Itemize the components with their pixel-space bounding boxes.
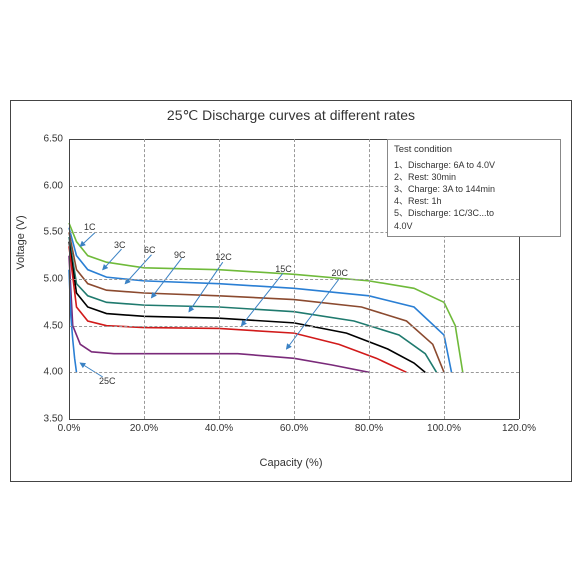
y-tick-label: 4.00 xyxy=(44,367,63,378)
x-tick-label: 120.0% xyxy=(502,423,536,434)
legend-title: Test condition xyxy=(394,144,554,157)
series-label-25C: 25C xyxy=(99,376,116,386)
legend-line: 3、Charge: 3A to 144min xyxy=(394,183,554,195)
series-label-15C: 15C xyxy=(275,264,292,274)
y-tick-label: 5.50 xyxy=(44,227,63,238)
legend-line: 5、Discharge: 1C/3C...to xyxy=(394,207,554,219)
series-label-1C: 1C xyxy=(84,222,96,232)
y-tick-label: 4.50 xyxy=(44,320,63,331)
series-9C xyxy=(69,237,437,372)
label-arrow xyxy=(103,249,122,270)
series-3C xyxy=(69,228,452,373)
chart-title: 25℃ Discharge curves at different rates xyxy=(11,107,571,124)
series-label-3C: 3C xyxy=(114,240,126,250)
legend-line: 4.0V xyxy=(394,220,554,232)
legend-box: Test condition 1、Discharge: 6A to 4.0V2、… xyxy=(387,139,561,237)
legend-line: 2、Rest: 30min xyxy=(394,171,554,183)
y-axis-title: Voltage (V) xyxy=(15,215,27,269)
series-6C xyxy=(69,232,444,372)
series-label-12C: 12C xyxy=(215,252,232,262)
series-label-6C: 6C xyxy=(144,245,156,255)
y-tick-label: 6.00 xyxy=(44,180,63,191)
x-tick-label: 40.0% xyxy=(205,423,233,434)
legend-lines: 1、Discharge: 6A to 4.0V2、Rest: 30min3、Ch… xyxy=(394,159,554,232)
x-axis-title: Capacity (%) xyxy=(11,457,571,469)
series-label-9C: 9C xyxy=(174,250,186,260)
legend-line: 1、Discharge: 6A to 4.0V xyxy=(394,159,554,171)
y-tick-label: 6.50 xyxy=(44,134,63,145)
label-arrow xyxy=(80,232,95,246)
chart-frame: 25℃ Discharge curves at different rates … xyxy=(10,100,572,482)
series-12C xyxy=(69,242,425,373)
x-tick-label: 60.0% xyxy=(280,423,308,434)
x-tick-label: 0.0% xyxy=(58,423,81,434)
legend-line: 4、Rest: 1h xyxy=(394,195,554,207)
x-tick-label: 100.0% xyxy=(427,423,461,434)
x-tick-label: 20.0% xyxy=(130,423,158,434)
container: 25℃ Discharge curves at different rates … xyxy=(0,0,580,580)
y-tick-label: 5.00 xyxy=(44,274,63,285)
x-tick-label: 80.0% xyxy=(355,423,383,434)
series-label-20C: 20C xyxy=(332,268,349,278)
label-arrow xyxy=(242,273,283,325)
